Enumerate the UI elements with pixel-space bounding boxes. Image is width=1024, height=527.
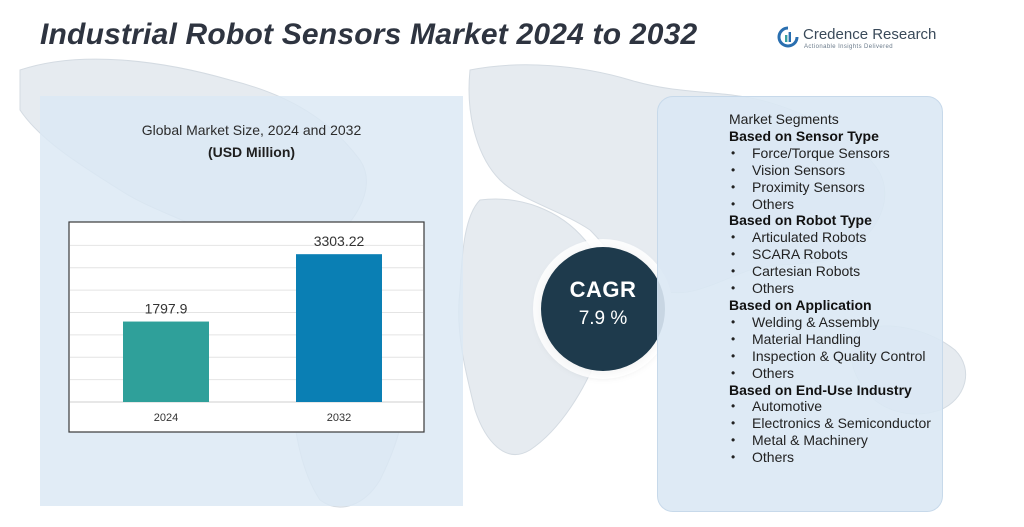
page-title: Industrial Robot Sensors Market 2024 to … xyxy=(40,18,698,51)
segment-item: Others xyxy=(729,280,939,297)
segment-item: SCARA Robots xyxy=(729,246,939,263)
segment-group-heading: Based on Application xyxy=(729,296,872,313)
segment-group-heading: Based on Robot Type xyxy=(729,212,872,229)
segment-item: Others xyxy=(729,196,939,213)
brand-logo: Credence Research Actionable Insights De… xyxy=(777,24,947,54)
cagr-value: 7.9 % xyxy=(578,308,628,329)
segment-item: Material Handling xyxy=(729,331,939,348)
segments-title: Market Segments xyxy=(729,111,839,127)
cagr-label: CAGR xyxy=(569,277,637,302)
segment-item: Metal & Machinery xyxy=(729,432,939,449)
credence-research-logo-icon xyxy=(777,26,799,48)
brand-tagline: Actionable Insights Delivered xyxy=(804,44,893,50)
bar-2032 xyxy=(296,254,382,402)
bar-value-label: 3303.22 xyxy=(314,233,365,249)
chart-title: Global Market Size, 2024 and 2032 xyxy=(141,122,362,138)
segment-item: Inspection & Quality Control xyxy=(729,348,939,365)
segment-item: Force/Torque Sensors xyxy=(729,145,939,162)
segment-item: Cartesian Robots xyxy=(729,263,939,280)
x-tick-label: 2024 xyxy=(154,412,178,424)
brand-name: Credence Research xyxy=(803,26,937,43)
segment-item: Articulated Robots xyxy=(729,229,939,246)
segment-item: Vision Sensors xyxy=(729,162,939,179)
cagr-badge: CAGR 7.9 % xyxy=(541,247,665,371)
bar-value-label: 1797.9 xyxy=(145,301,188,317)
market-segments-list: Market Segments Based on Sensor TypeForc… xyxy=(729,111,939,466)
segment-item: Proximity Sensors xyxy=(729,179,939,196)
chart-subtitle: (USD Million) xyxy=(207,144,296,160)
segment-group-heading: Based on End-Use Industry xyxy=(729,381,912,398)
bar-2024 xyxy=(123,321,209,402)
x-tick-label: 2032 xyxy=(327,412,351,424)
segment-item: Welding & Assembly xyxy=(729,314,939,331)
segment-item: Others xyxy=(729,365,939,382)
segment-group-heading: Based on Sensor Type xyxy=(729,127,879,144)
segment-item: Automotive xyxy=(729,398,939,415)
segment-item: Electronics & Semiconductor xyxy=(729,415,939,432)
segment-item: Others xyxy=(729,449,939,466)
